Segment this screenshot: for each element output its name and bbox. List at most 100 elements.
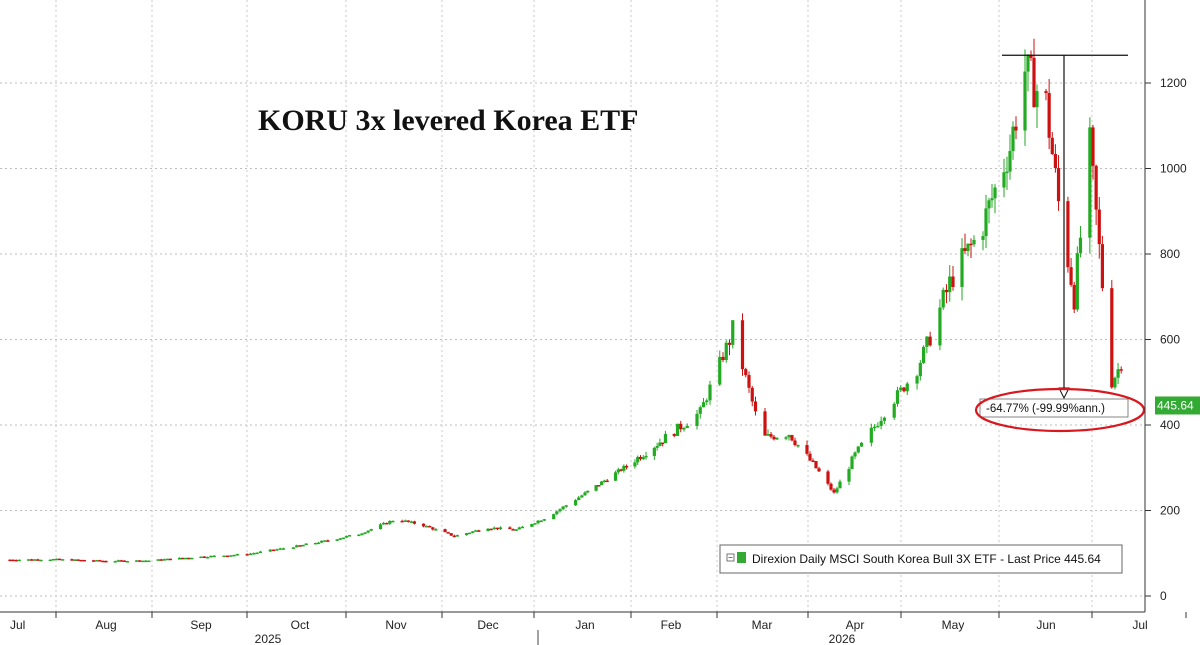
candle-body — [428, 525, 432, 528]
y-tick-label: 1200 — [1160, 76, 1187, 90]
candle-body — [181, 557, 185, 560]
x-tick-label: Jul — [1132, 618, 1147, 632]
candle-body — [335, 539, 339, 541]
candle-body — [33, 559, 37, 561]
candle-body — [369, 529, 373, 531]
candle-body — [555, 511, 559, 515]
candle-body — [79, 559, 83, 562]
candle-body — [304, 543, 308, 546]
candle-body — [347, 535, 352, 537]
candle-body — [385, 522, 389, 525]
candle-body — [682, 427, 686, 430]
candle-body — [452, 535, 456, 538]
candle-body — [184, 557, 188, 560]
candle-body — [938, 307, 942, 346]
candle-body — [235, 554, 239, 556]
candle-body — [533, 523, 537, 525]
x-axis: Jul Aug Sep Oct Nov Dec Jan Feb Mar Apr May Jun Jul 2… — [0, 611, 1187, 645]
candle-body — [295, 545, 299, 548]
candle-body — [26, 559, 31, 561]
candle-body — [941, 289, 945, 308]
candle-body — [679, 423, 683, 430]
candle-body — [232, 554, 236, 557]
candle-body — [187, 557, 191, 560]
candle-body — [772, 436, 776, 440]
candle-body — [796, 444, 800, 447]
candle-body — [135, 560, 139, 562]
candle-body — [431, 527, 435, 530]
candle-body — [879, 420, 883, 426]
candle-body — [70, 559, 74, 561]
candle-body — [388, 520, 392, 524]
candle-body — [613, 472, 618, 481]
x-tick-label: Dec — [477, 618, 498, 632]
candle-body — [832, 489, 836, 493]
x-tick-label: May — [942, 618, 965, 632]
x-tick-label: Jan — [575, 618, 594, 632]
candle-body — [838, 481, 842, 489]
candle-body — [301, 544, 305, 547]
candle-body — [14, 559, 18, 562]
candle-body — [963, 248, 967, 251]
candle-body — [583, 492, 587, 496]
candle-body — [850, 456, 854, 470]
candle-body — [542, 519, 546, 521]
candle-body — [82, 559, 86, 562]
candle-body — [486, 528, 490, 532]
candle-body — [1008, 151, 1012, 172]
candle-body — [644, 455, 648, 458]
candle-body — [969, 243, 973, 246]
candle-body — [495, 527, 499, 530]
candle-body — [663, 434, 668, 444]
year-label: 2025 — [255, 632, 282, 645]
candle-body — [835, 488, 839, 493]
candle-body — [92, 560, 96, 562]
highlight-ellipse — [974, 387, 1146, 433]
candle-body — [705, 400, 709, 403]
x-tick-label: Aug — [95, 618, 116, 632]
candle-body — [1094, 165, 1098, 210]
candle-body — [202, 556, 206, 558]
last-price-tag: 445.64 — [1155, 396, 1200, 415]
candle-body — [498, 527, 503, 530]
candle-body — [165, 558, 169, 561]
year-label: 2026 — [829, 632, 856, 645]
candle-body — [856, 446, 860, 453]
candle-body — [474, 530, 478, 532]
candle-body — [357, 534, 361, 537]
x-tick-label: Jun — [1036, 618, 1055, 632]
candle-body — [793, 440, 797, 446]
candle-body — [625, 465, 629, 468]
candle-body — [54, 558, 59, 561]
candle-body — [580, 495, 584, 498]
candle-body — [434, 529, 438, 531]
candle-body — [948, 276, 952, 293]
candle-body — [1035, 91, 1039, 108]
candle-body — [1119, 369, 1123, 371]
candle-body — [464, 533, 469, 536]
candle-body — [990, 198, 994, 201]
x-tick-label: Oct — [291, 618, 310, 632]
y-tick-label: 800 — [1160, 247, 1180, 261]
candle-body — [403, 520, 407, 522]
candle-body — [731, 320, 735, 345]
candle-body — [769, 434, 773, 437]
candle-body — [316, 542, 321, 545]
candle-body — [981, 236, 985, 240]
candle-body — [1026, 54, 1030, 72]
candle-body — [586, 490, 590, 493]
candle-body — [811, 460, 815, 462]
candle-body — [1014, 126, 1018, 131]
last-price-badge — [1155, 396, 1200, 415]
last-price-value: 445.64 — [1157, 398, 1194, 412]
candle-body — [48, 559, 52, 562]
candle-body — [73, 559, 77, 561]
candle-body — [76, 559, 80, 561]
y-axis: 0 200 400 600 800 1000 1200 — [1144, 0, 1187, 612]
candle-body — [869, 427, 873, 443]
candle-body — [987, 200, 991, 209]
candle-body — [1066, 201, 1070, 268]
candle-body — [520, 526, 525, 529]
candle-body — [727, 342, 732, 345]
candle-body — [443, 529, 447, 533]
